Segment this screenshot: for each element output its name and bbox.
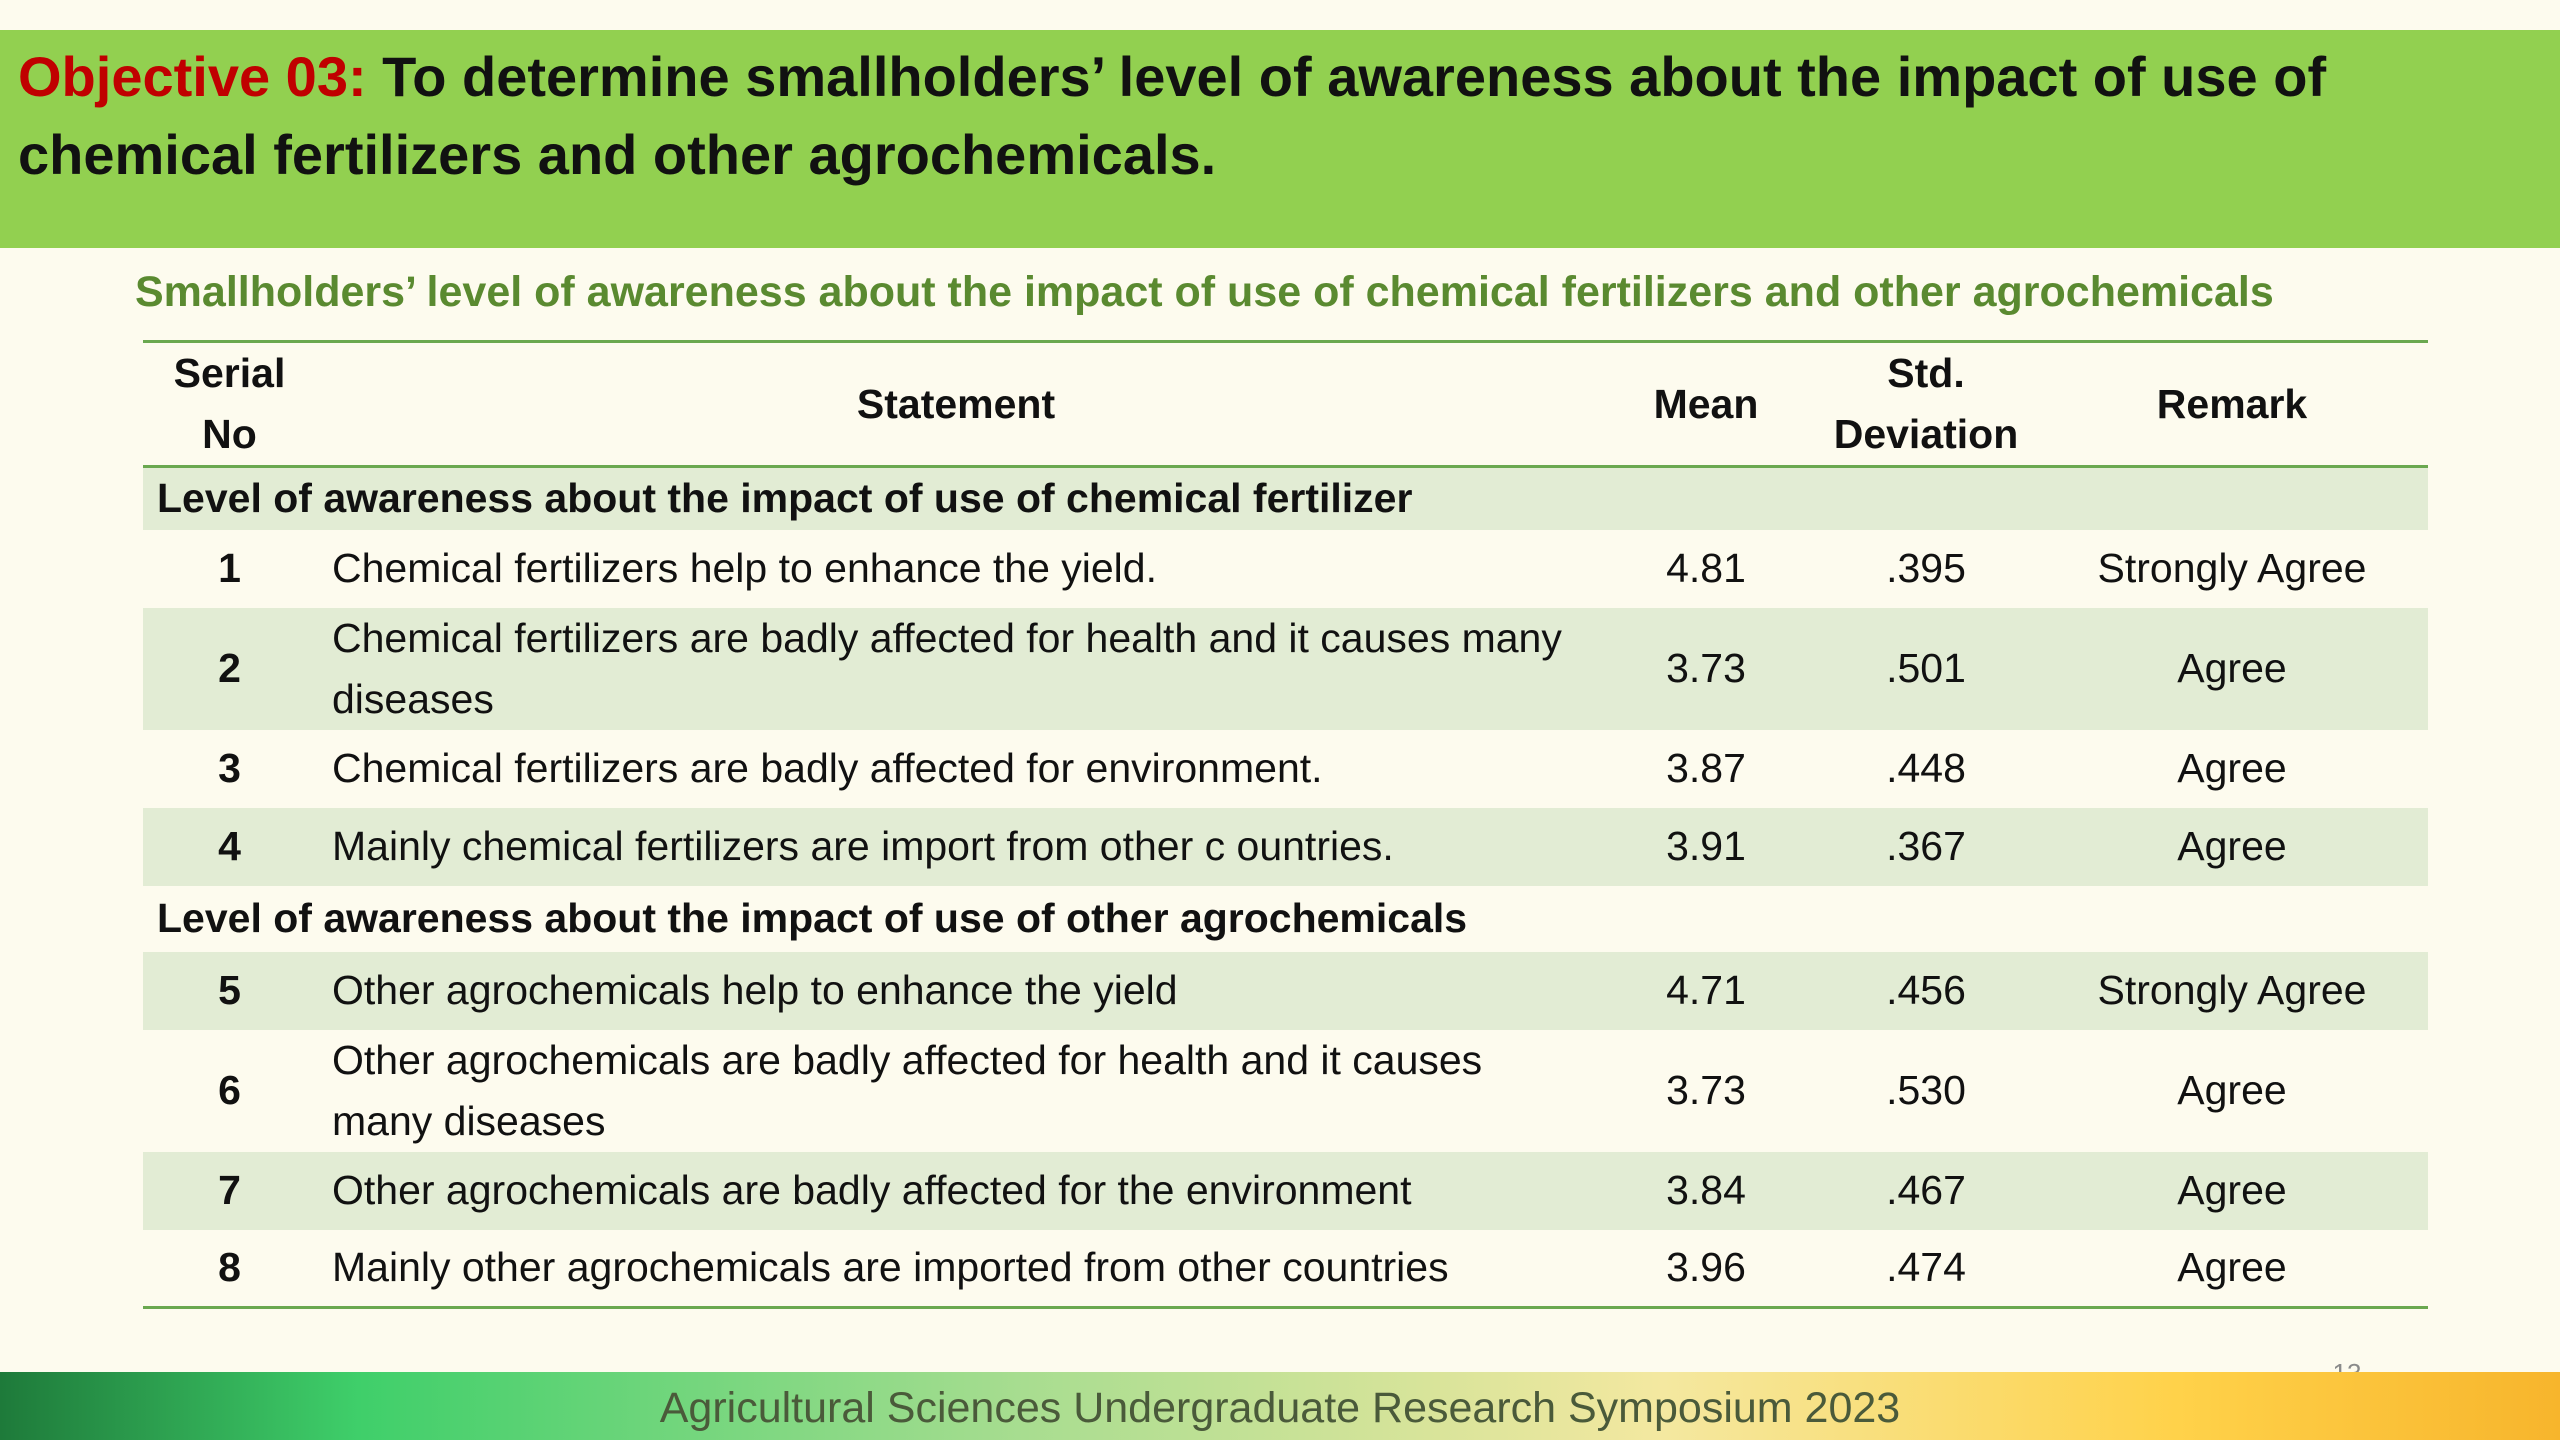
section-row-other-agrochemicals: Level of awareness about the impact of u… (143, 886, 2428, 952)
row-remark: Agree (2177, 1167, 2287, 1213)
row-std-deviation: .474 (1886, 1244, 1966, 1291)
table-row: 3 Chemical fertilizers are badly affecte… (143, 730, 2428, 808)
objective-label: Objective 03: (18, 45, 367, 108)
row-remark: Strongly Agree (2097, 545, 2367, 591)
header-serial-no: Serial No (143, 342, 316, 467)
row-statement: Chemical fertilizers are badly affected … (332, 745, 1323, 791)
row-serial-no: 7 (218, 1167, 241, 1213)
row-std-deviation: .467 (1886, 1167, 1966, 1213)
section-row-chemical-fertilizer: Level of awareness about the impact of u… (143, 466, 2428, 530)
row-mean: 4.71 (1666, 967, 1746, 1013)
header-std-deviation: Std. Deviation (1816, 342, 2036, 467)
header-mean: Mean (1653, 380, 1759, 427)
table-row: 8 Mainly other agrochemicals are importe… (143, 1230, 2428, 1308)
row-mean: 3.91 (1666, 823, 1746, 869)
row-remark: Agree (2177, 823, 2287, 869)
row-mean: 4.81 (1666, 545, 1746, 591)
row-mean: 3.73 (1666, 645, 1746, 691)
header-sd-line1: Std. (1887, 350, 1965, 396)
row-serial-no: 6 (218, 1067, 241, 1113)
row-statement: Other agrochemicals are badly affected f… (332, 1036, 1483, 1144)
header-serial-line1: Serial (173, 350, 286, 396)
row-statement: Mainly other agrochemicals are imported … (332, 1244, 1449, 1291)
header-sd-line2: Deviation (1833, 411, 2019, 457)
row-remark: Agree (2177, 1244, 2287, 1291)
table-header: Serial No Statement Mean Std. Deviation Re… (143, 341, 2428, 467)
section-title: Level of awareness about the impact of u… (157, 895, 1468, 941)
row-remark: Agree (2177, 645, 2287, 691)
row-statement: Mainly chemical fertilizers are import f… (332, 823, 1394, 869)
table-row: 6 Other agrochemicals are badly affected… (143, 1030, 2428, 1152)
objective-text: To determine smallholders’ level of awar… (18, 45, 2327, 186)
table-row: 2 Chemical fertilizers are badly affecte… (143, 607, 2428, 730)
row-remark: Agree (2177, 1067, 2287, 1113)
row-std-deviation: .395 (1886, 545, 1966, 591)
row-std-deviation: .501 (1886, 645, 1966, 691)
table-row: 5 Other agrochemicals help to enhance th… (143, 951, 2428, 1030)
row-mean: 3.73 (1666, 1067, 1746, 1113)
section-title: Level of awareness about the impact of u… (157, 475, 1413, 522)
header-statement: Statement (856, 380, 1056, 427)
row-serial-no: 4 (218, 823, 241, 869)
row-serial-no: 8 (218, 1244, 241, 1291)
row-std-deviation: .448 (1886, 745, 1966, 791)
row-statement: Chemical fertilizers help to enhance the… (332, 545, 1157, 591)
footer-gradient-bar (0, 1372, 2560, 1440)
row-remark: Agree (2177, 745, 2287, 791)
row-serial-no: 1 (218, 545, 241, 591)
row-serial-no: 2 (218, 645, 241, 691)
row-remark: Strongly Agree (2097, 967, 2367, 1013)
row-std-deviation: .530 (1886, 1067, 1966, 1113)
table-row: 1 Chemical fertilizers help to enhance t… (143, 530, 2428, 608)
table-body: Level of awareness about the impact of u… (143, 466, 2428, 1308)
top-strip (0, 0, 2560, 30)
row-std-deviation: .456 (1886, 967, 1966, 1013)
row-mean: 3.96 (1666, 1244, 1746, 1291)
header-serial-line2: No (202, 411, 257, 457)
row-statement: Chemical fertilizers are badly affected … (332, 614, 1562, 722)
awareness-table-container: Serial No Statement Mean Std. Deviation Re… (143, 340, 2428, 1309)
row-serial-no: 3 (218, 745, 241, 791)
slide-title: Objective 03: To determine smallholders’… (18, 38, 2518, 194)
row-statement: Other agrochemicals help to enhance the … (332, 967, 1178, 1013)
table-row: 4 Mainly chemical fertilizers are import… (143, 807, 2428, 886)
row-mean: 3.87 (1666, 745, 1746, 791)
row-serial-no: 5 (218, 967, 241, 1013)
footer-symposium-title: Agricultural Sciences Undergraduate Rese… (659, 1384, 1901, 1432)
header-row: Serial No Statement Mean Std. Deviation Re… (143, 341, 2428, 467)
row-std-deviation: .367 (1886, 823, 1966, 869)
row-statement: Other agrochemicals are badly affected f… (332, 1167, 1412, 1213)
table-caption: Smallholders’ level of awareness about t… (135, 268, 2274, 316)
header-remark: Remark (2156, 380, 2308, 427)
awareness-table: Serial No Statement Mean Std. Deviation Re… (143, 340, 2428, 1309)
row-mean: 3.84 (1666, 1167, 1746, 1213)
header-band (0, 30, 2560, 248)
table-row: 7 Other agrochemicals are badly affected… (143, 1151, 2428, 1230)
